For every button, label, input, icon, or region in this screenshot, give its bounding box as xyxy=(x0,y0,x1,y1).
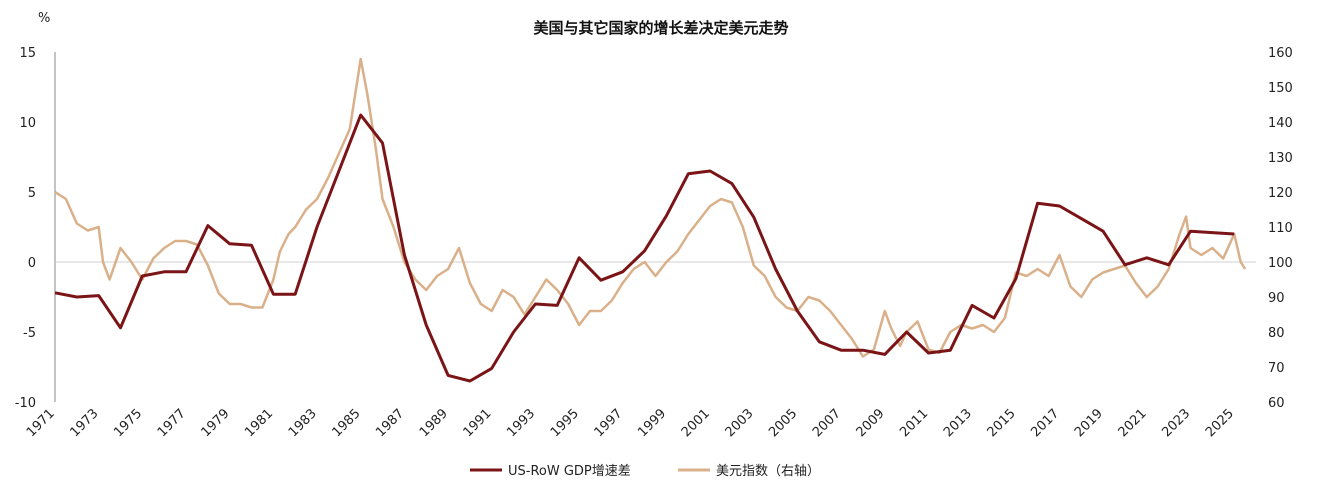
series-dollar-index-line xyxy=(54,57,1247,358)
x-tick-label: 1979 xyxy=(199,406,233,440)
series-gdp-growth-gap-line xyxy=(54,113,1235,383)
right-tick-label: 160 xyxy=(1268,46,1293,61)
right-tick-label: 60 xyxy=(1268,396,1285,411)
x-tick-label: 2015 xyxy=(985,406,1019,440)
right-axis: 160 150 140 130 120 110 100 90 80 70 60 xyxy=(1268,46,1293,411)
left-tick-label: -5 xyxy=(23,326,36,341)
right-tick-label: 130 xyxy=(1268,151,1293,166)
x-tick-label: 2019 xyxy=(1072,406,1106,440)
x-tick-label: 1989 xyxy=(417,406,451,440)
right-tick-label: 150 xyxy=(1268,81,1293,96)
axis-lines xyxy=(54,52,1256,402)
x-tick-label: 2013 xyxy=(941,406,975,440)
x-tick-label: 1981 xyxy=(242,406,276,440)
right-tick-label: 80 xyxy=(1268,326,1285,341)
x-tick-label: 1999 xyxy=(635,406,669,440)
right-tick-label: 120 xyxy=(1268,186,1293,201)
left-tick-label: -10 xyxy=(15,396,36,411)
x-tick-label: 1983 xyxy=(286,406,320,440)
legend: US-RoW GDP增速差 美元指数（右轴） xyxy=(470,464,820,479)
x-tick-label: 2017 xyxy=(1028,406,1062,440)
x-tick-label: 2025 xyxy=(1203,406,1237,440)
x-tick-label: 2021 xyxy=(1116,406,1150,440)
right-tick-label: 70 xyxy=(1268,361,1285,376)
x-tick-label: 2009 xyxy=(854,406,888,440)
series-layer xyxy=(54,57,1247,383)
x-tick-label: 2003 xyxy=(723,406,757,440)
x-tick-label: 1975 xyxy=(111,406,145,440)
x-tick-label: 1971 xyxy=(24,406,58,440)
x-tick-label: 1993 xyxy=(504,406,538,440)
x-tick-label: 1977 xyxy=(155,406,189,440)
x-tick-label: 1973 xyxy=(67,406,101,440)
x-tick-label: 2007 xyxy=(810,406,844,440)
left-tick-label: 10 xyxy=(19,116,36,131)
left-tick-label: 5 xyxy=(28,186,36,201)
right-tick-label: 100 xyxy=(1268,256,1293,271)
right-tick-label: 90 xyxy=(1268,291,1285,306)
legend-label: 美元指数（右轴） xyxy=(716,464,820,479)
x-tick-label: 1997 xyxy=(592,406,626,440)
x-axis: 1971 1973 1975 1977 1979 1981 1983 1985 1987 1989… xyxy=(24,406,1237,440)
left-axis-unit: % xyxy=(38,11,50,26)
x-tick-label: 1995 xyxy=(548,406,582,440)
x-tick-label: 2005 xyxy=(766,406,800,440)
x-tick-label: 1991 xyxy=(461,406,495,440)
left-axis: 15 10 5 0 -5 -10 xyxy=(15,46,36,411)
right-tick-label: 110 xyxy=(1268,221,1293,236)
x-tick-label: 1987 xyxy=(373,406,407,440)
legend-label: US-RoW GDP增速差 xyxy=(508,464,631,479)
x-tick-label: 2011 xyxy=(897,406,931,440)
left-tick-label: 15 xyxy=(19,46,36,61)
x-tick-label: 2001 xyxy=(679,406,713,440)
left-tick-label: 0 xyxy=(28,256,36,271)
chart-title: 美国与其它国家的增长差决定美元走势 xyxy=(533,19,788,37)
x-tick-label: 1985 xyxy=(330,406,364,440)
right-tick-label: 140 xyxy=(1268,116,1293,131)
x-tick-label: 2023 xyxy=(1159,406,1193,440)
